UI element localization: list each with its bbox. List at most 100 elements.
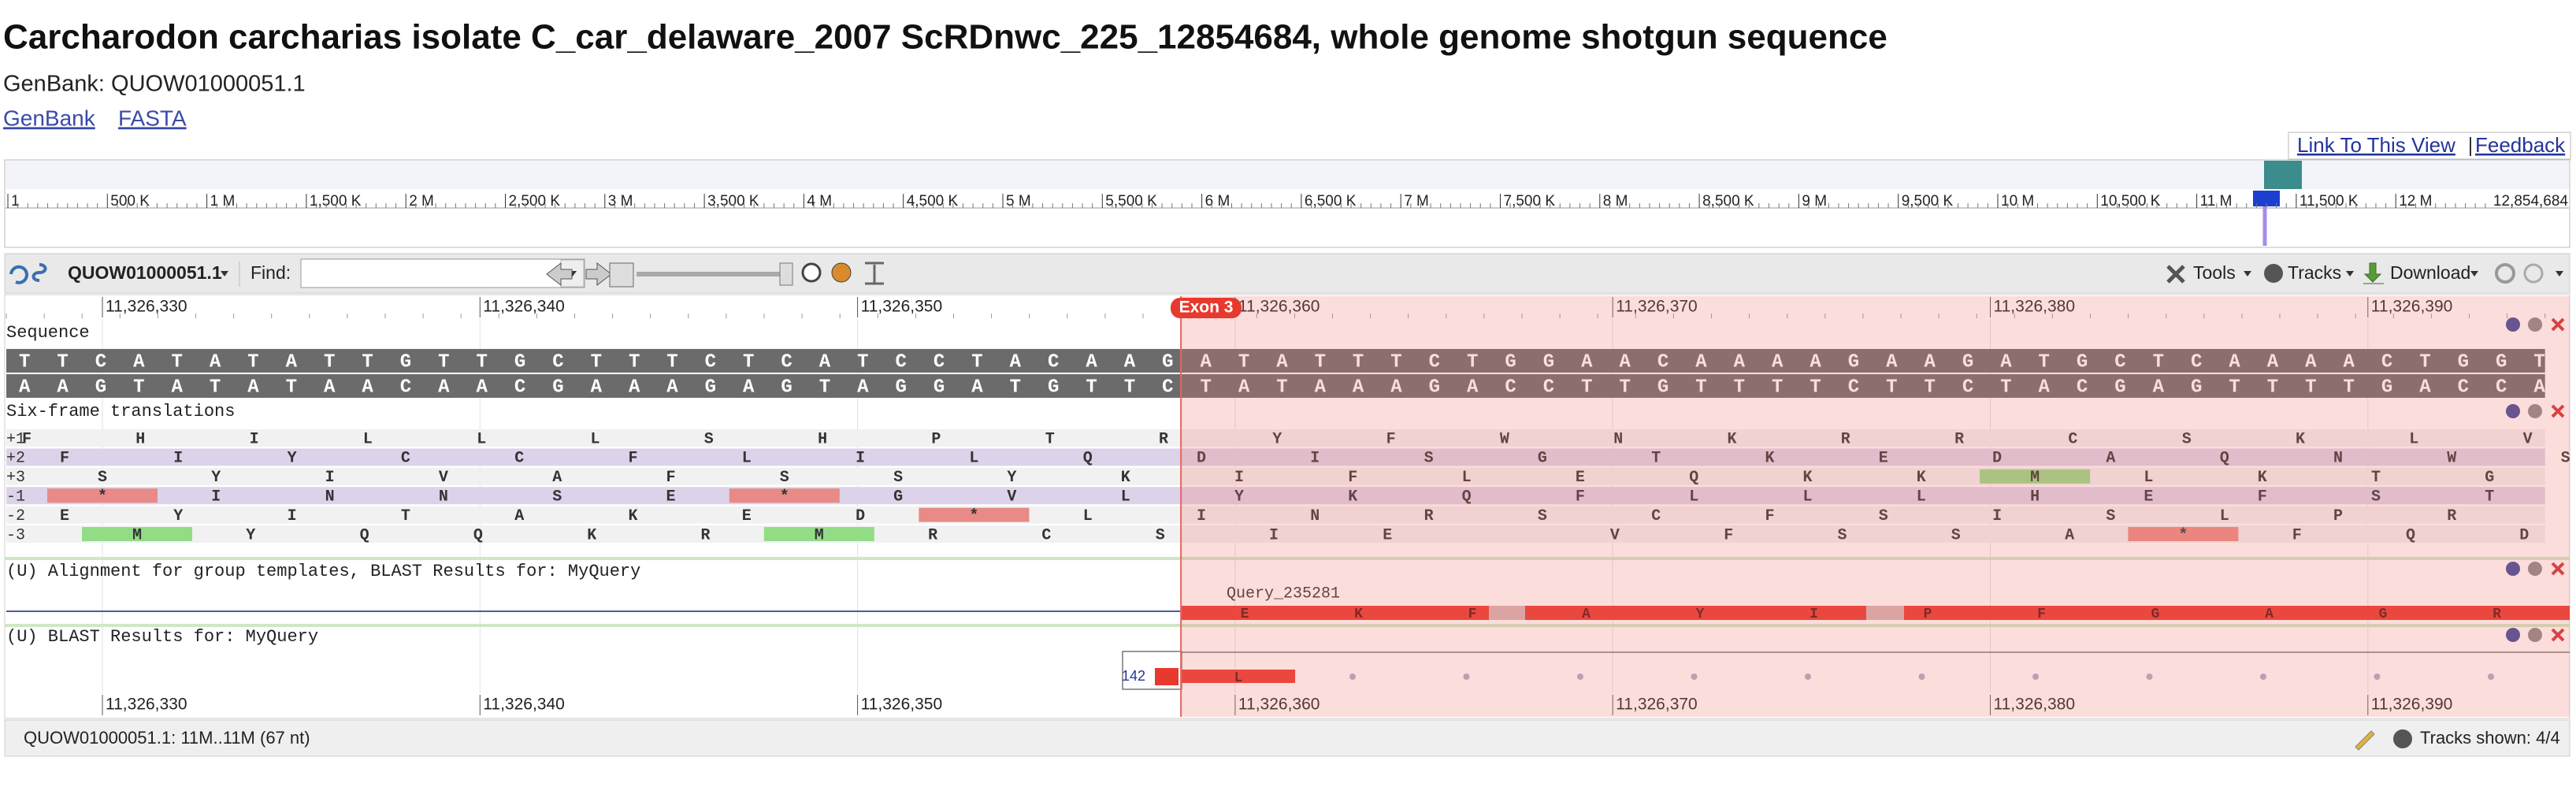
ruler-label: 11,326,360 xyxy=(1238,298,1320,316)
tracks-menu[interactable]: Tracks xyxy=(2288,262,2341,283)
residue: L xyxy=(2144,469,2153,487)
residue: I xyxy=(1234,469,1244,487)
blast-dot xyxy=(1577,674,1583,680)
fit-icon[interactable] xyxy=(865,262,884,285)
settings-icon[interactable] xyxy=(2528,317,2542,332)
overview-view-box[interactable] xyxy=(2264,161,2302,189)
residue: S xyxy=(1837,526,1847,544)
residue: I xyxy=(173,450,183,468)
blast-dot xyxy=(2032,674,2039,680)
sequence-reverse: AAGTATATAACAACGAAAGAGTAGGATGTTCTATAAAGAC… xyxy=(19,377,2545,398)
config-icon[interactable] xyxy=(32,263,47,282)
tools-menu[interactable]: Tools xyxy=(2193,262,2236,283)
residue: P xyxy=(2333,507,2343,525)
alignment-residue: G xyxy=(2151,607,2160,622)
ruler-label: 11,326,370 xyxy=(1616,298,1698,316)
residue: S xyxy=(552,488,562,506)
alignment-residue: K xyxy=(1354,607,1363,622)
residue: C xyxy=(401,450,410,468)
frame-row xyxy=(6,467,2545,485)
info-icon[interactable] xyxy=(2506,317,2520,332)
residue: F xyxy=(1765,507,1774,525)
overview-tick-label: 12,854,684 xyxy=(2493,193,2569,210)
stop-codon xyxy=(47,488,158,503)
stop-codon xyxy=(729,488,840,503)
status-text: QUOW01000051.1: 11M..11M (67 nt) xyxy=(24,728,310,748)
find-input[interactable] xyxy=(300,258,585,288)
overview-marker[interactable] xyxy=(2253,191,2280,206)
residue: M xyxy=(815,526,824,544)
residue: S xyxy=(98,469,107,487)
residue: F xyxy=(666,469,675,487)
edit-icon[interactable] xyxy=(2355,730,2375,751)
residue: Q xyxy=(1083,450,1093,468)
residue: N xyxy=(439,488,448,506)
stop-codon xyxy=(919,507,1030,522)
blast-dot xyxy=(1349,674,1356,680)
residue: M xyxy=(2030,469,2040,487)
start-codon xyxy=(82,527,192,541)
sequence-id[interactable]: QUOW01000051.1 xyxy=(68,262,222,283)
residue: K xyxy=(1765,450,1774,468)
frame-row xyxy=(6,506,2545,524)
zoom-out[interactable] xyxy=(609,262,634,288)
info-icon[interactable] xyxy=(2506,562,2520,576)
reload-icon[interactable] xyxy=(9,265,28,284)
ruler-label: 11,326,390 xyxy=(2371,298,2453,316)
overview-tick-label: 1 M xyxy=(210,193,236,210)
fasta-link[interactable]: FASTA xyxy=(118,106,187,130)
find-label: Find: xyxy=(251,262,291,283)
residue: I xyxy=(1197,507,1206,525)
download-menu[interactable]: Download xyxy=(2390,262,2470,283)
residue: D xyxy=(1992,450,2002,468)
feedback-link[interactable]: Feedback xyxy=(2475,133,2566,157)
refresh-icon[interactable] xyxy=(2495,263,2515,284)
close-icon[interactable] xyxy=(2551,317,2565,332)
slider-thumb[interactable] xyxy=(779,262,793,286)
residue: G xyxy=(893,488,903,506)
residue: * xyxy=(969,507,978,525)
track-title: Sequence xyxy=(6,323,90,343)
close-icon[interactable] xyxy=(2551,404,2565,418)
link-to-view[interactable]: Link To This View xyxy=(2297,133,2455,157)
settings-icon[interactable] xyxy=(2528,562,2542,576)
overview-tick-label: 11,500 K xyxy=(2299,193,2359,210)
residue: Q xyxy=(2406,526,2415,544)
residue: R xyxy=(1424,507,1434,525)
close-icon[interactable] xyxy=(2551,562,2565,576)
zoom-in[interactable] xyxy=(801,262,822,283)
help-icon[interactable] xyxy=(2523,263,2544,284)
tracks-icon[interactable] xyxy=(2264,264,2283,283)
frame-row xyxy=(6,487,2545,505)
residue: Y xyxy=(288,450,297,468)
residue: Q xyxy=(1462,488,1472,506)
residue: F xyxy=(1348,469,1357,487)
residue: E xyxy=(666,488,675,506)
settings-icon[interactable] xyxy=(2528,404,2542,418)
overview-tick-label: 5,500 K xyxy=(1105,193,1157,210)
close-icon[interactable] xyxy=(2551,628,2565,642)
stop-codon xyxy=(2128,527,2239,541)
frame-label: -2 xyxy=(6,507,25,525)
overview-tick-label: 10,500 K xyxy=(2100,193,2160,210)
residue: A xyxy=(2065,526,2074,544)
overview-band xyxy=(6,161,2569,189)
genbank-link[interactable]: GenBank xyxy=(3,106,96,130)
ruler-label: 11,326,360 xyxy=(1238,696,1320,714)
info-icon[interactable] xyxy=(2506,404,2520,418)
pan-right[interactable] xyxy=(585,262,612,287)
pan-left[interactable] xyxy=(546,262,573,287)
residue: S xyxy=(2106,507,2115,525)
ruler-label: 11,326,390 xyxy=(2371,696,2453,714)
download-icon[interactable] xyxy=(2363,262,2384,284)
settings-icon[interactable] xyxy=(2528,628,2542,642)
info-icon[interactable] xyxy=(2506,628,2520,642)
tools-icon[interactable] xyxy=(2166,265,2185,284)
residue: Q xyxy=(2220,450,2229,468)
overview-tick-label: 3 M xyxy=(608,193,633,210)
dropdown-arrow[interactable] xyxy=(221,271,228,276)
tracks-shown: Tracks shown: 4/4 xyxy=(2420,728,2560,748)
marker-icon[interactable] xyxy=(831,262,852,283)
residue: I xyxy=(1992,507,2002,525)
